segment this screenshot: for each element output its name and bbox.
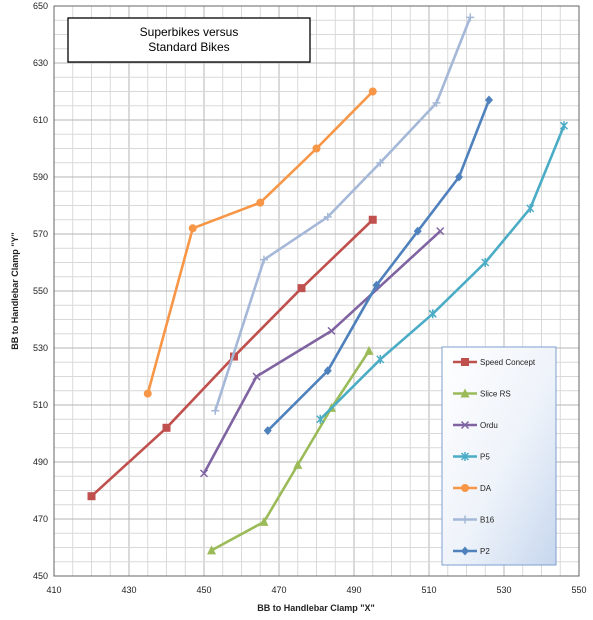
- data-point-b16: [432, 98, 441, 107]
- legend-label-da: DA: [480, 484, 492, 493]
- data-point-ordu: [199, 469, 209, 478]
- legend-label-b16: B16: [480, 516, 495, 525]
- data-point-p5: [428, 309, 437, 319]
- legend-marker-b16: [461, 515, 469, 524]
- data-point-p5: [376, 354, 385, 364]
- series-ordu: [199, 227, 445, 478]
- data-point-slice-rs: [207, 545, 216, 555]
- data-point-p5: [559, 121, 569, 131]
- y-tick-label: 570: [33, 229, 48, 239]
- legend-item-da: DA: [453, 484, 492, 493]
- data-point-p2: [323, 366, 332, 376]
- legend-marker-ordu: [460, 420, 470, 430]
- data-point-speed-concept: [162, 423, 171, 432]
- legend-label-slice-rs: Slice RS: [480, 390, 511, 399]
- y-tick-label: 470: [33, 514, 48, 524]
- data-point-b16: [260, 255, 268, 264]
- data-point-b16: [376, 158, 385, 167]
- data-point-da: [368, 87, 377, 96]
- chart-title-line: Standard Bikes: [148, 40, 229, 54]
- legend-items: Speed Concept Slice RS Ordu P5 DA B16 P2: [453, 358, 536, 556]
- x-tick-label: 470: [271, 585, 286, 595]
- x-tick-label: 530: [496, 585, 511, 595]
- data-point-p2: [263, 426, 272, 436]
- chart-title: Superbikes versus Standard Bikes: [140, 25, 239, 54]
- data-point-speed-concept: [368, 215, 377, 224]
- y-tick-label: 450: [33, 571, 48, 581]
- data-point-slice-rs: [293, 459, 303, 469]
- y-tick-label: 530: [33, 343, 48, 353]
- y-tick-label: 550: [33, 286, 48, 296]
- legend-marker-p2: [461, 546, 469, 556]
- legend-label-ordu: Ordu: [480, 421, 498, 430]
- data-point-speed-concept: [297, 284, 306, 293]
- legend: Speed Concept Slice RS Ordu P5 DA B16 P2: [441, 346, 557, 566]
- x-tick-labels: 410 430 450 470 490 510 530 550: [46, 585, 586, 595]
- data-point-speed-concept: [87, 492, 96, 501]
- y-tick-label: 510: [33, 400, 48, 410]
- legend-item-speed-concept: Speed Concept: [453, 358, 536, 367]
- series-line-p2: [266, 99, 491, 432]
- x-tick-label: 450: [196, 585, 211, 595]
- title-box: Superbikes versus Standard Bikes: [67, 17, 311, 63]
- data-point-da: [312, 144, 321, 153]
- y-tick-label: 490: [33, 457, 48, 467]
- x-tick-label: 490: [346, 585, 361, 595]
- y-tick-label: 590: [33, 172, 48, 182]
- legend-marker-da: [461, 484, 469, 492]
- data-point-ordu: [252, 372, 261, 381]
- y-tick-label: 610: [33, 115, 48, 125]
- data-point-p5: [316, 414, 325, 424]
- y-tick-label: 650: [33, 1, 48, 11]
- legend-item-slice-rs: Slice RS: [453, 388, 511, 399]
- data-point-da: [188, 224, 197, 233]
- plot-border: [53, 5, 580, 577]
- data-point-slice-rs: [364, 345, 374, 355]
- data-point-p2: [372, 280, 381, 290]
- series-group: [87, 13, 569, 555]
- data-point-b16: [323, 212, 332, 221]
- chart-title-line: Superbikes versus: [140, 25, 239, 39]
- series-da: [143, 87, 377, 398]
- x-axis-label: BB to Handlebar Clamp "X": [257, 603, 375, 613]
- data-point-ordu: [436, 227, 445, 236]
- legend-label-speed-concept: Speed Concept: [480, 358, 536, 367]
- data-point-p2: [455, 172, 463, 182]
- x-tick-label: 430: [121, 585, 136, 595]
- y-tick-labels: 450 470 490 510 530 550 570 590 610 630 650: [33, 1, 48, 581]
- data-point-da: [143, 389, 152, 398]
- series-p5: [316, 121, 569, 424]
- x-tick-label: 550: [571, 585, 586, 595]
- data-point-p2: [413, 226, 422, 236]
- data-point-p5: [481, 258, 490, 267]
- x-tick-label: 410: [46, 585, 61, 595]
- legend-item-p5: P5: [453, 452, 490, 462]
- x-tick-label: 510: [421, 585, 436, 595]
- legend-item-ordu: Ordu: [453, 420, 498, 430]
- data-point-b16: [466, 13, 475, 22]
- legend-marker-slice-rs: [460, 388, 470, 398]
- data-point-slice-rs: [259, 516, 269, 526]
- legend-label-p5: P5: [480, 453, 490, 462]
- series-line-ordu: [202, 230, 442, 475]
- y-tick-label: 630: [33, 58, 48, 68]
- data-point-da: [256, 198, 265, 207]
- series-p2: [263, 95, 493, 436]
- series-line-p5: [319, 125, 566, 421]
- series-line-b16: [214, 16, 472, 412]
- legend-item-p2: P2: [453, 546, 490, 556]
- data-point-p5: [526, 203, 535, 213]
- data-point-b16: [211, 406, 220, 415]
- series-b16: [211, 13, 475, 415]
- legend-label-p2: P2: [480, 547, 490, 556]
- y-axis-label: BB to Handlebar Clamp "Y": [10, 232, 20, 350]
- data-point-ordu: [327, 326, 336, 335]
- legend-item-b16: B16: [453, 515, 495, 525]
- legend-marker-speed-concept: [461, 358, 469, 366]
- legend-marker-p5: [460, 452, 470, 461]
- data-point-p2: [485, 95, 493, 105]
